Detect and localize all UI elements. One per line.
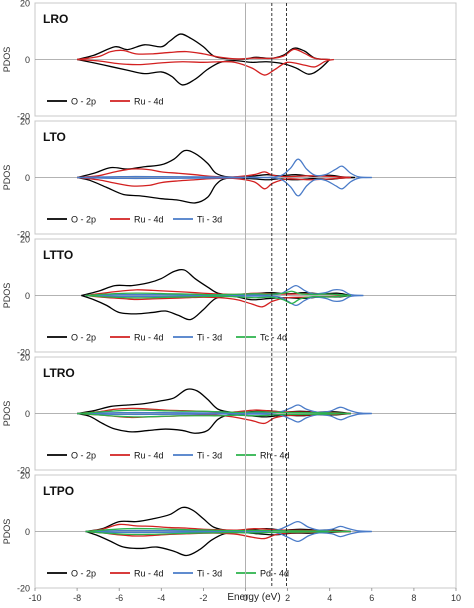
x-tick-label: 4 [327,593,332,603]
x-tick-label: -2 [199,593,207,603]
y-tick-label: 0 [25,55,30,65]
legend-entry: Tc - 4d [260,333,287,343]
series-line-o-2p-down [76,176,355,204]
y-axis-label: PDOS [2,401,12,427]
y-tick-label: -20 [17,230,30,240]
legend-entry: Ru - 4d [134,451,164,461]
legend-entry: Ru - 4d [134,215,164,225]
x-tick-label: -10 [28,593,41,603]
panel-label: LTTO [43,248,73,262]
y-axis-label: PDOS [2,165,12,191]
legend-entry: O - 2p [71,569,96,579]
panel-label: LTPO [43,484,74,498]
x-tick-label: -8 [73,593,81,603]
y-tick-label: 0 [25,291,30,301]
y-tick-label: -20 [17,584,30,594]
series-line-o-2p-up [76,388,351,415]
legend-entry: Ti - 3d [197,333,222,343]
legend-entry: Ru - 4d [134,569,164,579]
series-line-ti-3d-down [77,176,372,197]
series-line-ti-3d-down [85,294,364,307]
x-tick-label: 2 [285,593,290,603]
series-line-o-2p-up [76,33,330,61]
pdos-panel-ltto: 20 0 -20 PDOS LTTO O - 2p Ru - 4d Ti - 3d Tc - 4… [2,235,457,358]
legend-entry: Rh - 4d [260,451,290,461]
series-line-pd-4d-down [85,530,351,536]
legend-entry: Ti - 3d [197,215,222,225]
series-line-ti-3d-down [77,412,372,423]
x-tick-label: 0 [243,593,248,603]
series-line-ru-4d-down [77,58,335,76]
legend-entry: Ru - 4d [134,97,164,107]
series-line-o-2p-up [85,506,351,533]
panel-label: LTRO [43,366,75,380]
y-tick-label: -20 [17,466,30,476]
y-tick-label: 20 [20,353,30,363]
legend-entry: Ti - 3d [197,451,222,461]
y-axis-label: PDOS [2,47,12,73]
y-axis-label: PDOS [2,519,12,545]
y-tick-label: 0 [25,409,30,419]
series-line-rh-4d-down [77,412,351,418]
y-tick-label: 20 [20,471,30,481]
legend-entry: O - 2p [71,215,96,225]
y-tick-label: -20 [17,112,30,122]
legend-entry: O - 2p [71,97,96,107]
series-line-ti-3d-up [85,520,372,533]
x-axis: -10 -8 -6 -4 -2 0 2 4 6 8 10 [28,588,461,603]
series-line-ru-4d-up [85,289,351,297]
legend-entry: Ru - 4d [134,333,164,343]
x-tick-label: 8 [411,593,416,603]
series-line-o-2p-up [81,268,351,297]
pdos-panel-lto: 20 0 -20 PDOS LTO O - 2p Ru - 4d Ti - 3d [2,117,457,240]
y-axis-label: PDOS [2,283,12,309]
series-line-tc-4d-down [85,294,351,305]
series-line-o-2p-down [76,58,331,86]
pdos-panel-lro: 20 0 -20 PDOS LRO O - 2p Ru - 4d [2,0,457,122]
y-tick-label: 0 [25,173,30,183]
panel-label: LRO [43,12,68,26]
pdos-panel-ltro: 20 0 -20 PDOS LTRO O - 2p Ru - 4d Ti - 3d Rh - 4… [2,353,457,476]
series-line-o-2p-down [76,412,351,434]
series-line-rh-4d-up [77,409,351,415]
y-tick-label: -20 [17,348,30,358]
series-line-tc-4d-up [85,290,351,297]
series-line-ru-4d-up [77,48,330,61]
series-line-ti-3d-up [77,404,372,415]
x-tick-label: 10 [451,593,461,603]
x-axis-label: Energy (eV) [227,592,280,603]
legend-entry: O - 2p [71,451,96,461]
y-tick-label: 20 [20,0,30,9]
series-line-ru-4d-down [85,294,351,308]
panel-label: LTO [43,130,66,144]
legend-entry: Pd - 4d [260,569,289,579]
x-tick-label: -6 [115,593,123,603]
series-line-pd-4d-up [85,527,351,533]
panels: 20 0 -20 PDOS LRO O - 2p Ru - 4d 20 0 -20 PDOS LTO O… [2,0,457,594]
y-tick-label: 20 [20,117,30,127]
guide-lines [245,3,287,588]
y-tick-label: 20 [20,235,30,245]
y-tick-label: 0 [25,527,30,537]
series-line-ti-3d-up [85,284,364,297]
pdos-panel-ltpo: 20 0 -20 PDOS LTPO O - 2p Ru - 4d Ti - 3d Pd - 4… [2,471,457,594]
x-tick-label: 6 [369,593,374,603]
legend-entry: O - 2p [71,333,96,343]
series-line-ti-3d-up [77,158,372,179]
x-tick-label: -4 [157,593,165,603]
legend-entry: Ti - 3d [197,569,222,579]
series-line-ti-3d-down [85,530,372,543]
